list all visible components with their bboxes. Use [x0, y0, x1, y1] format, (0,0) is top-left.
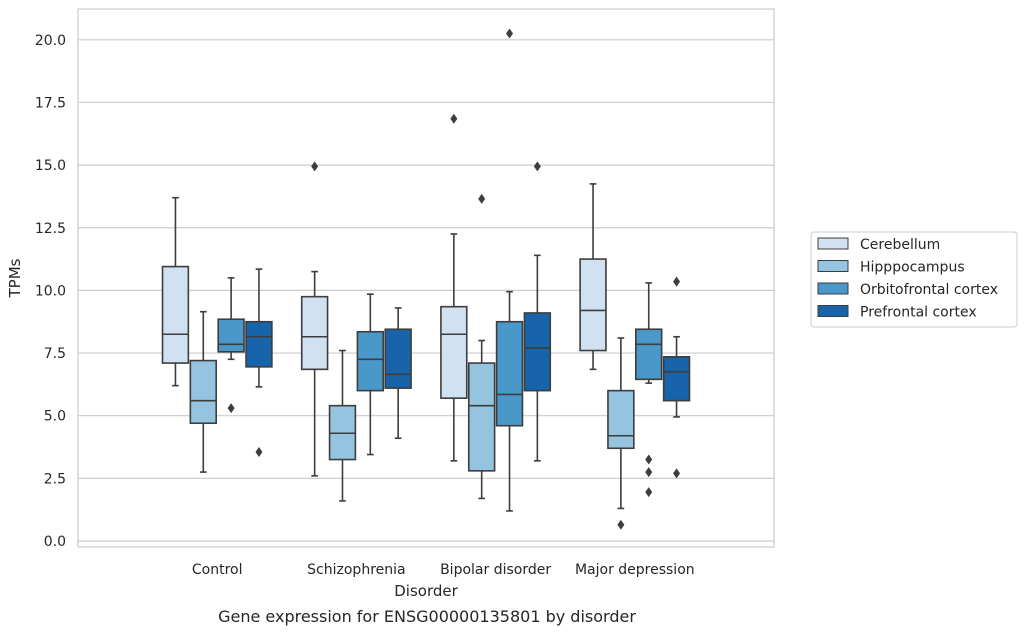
iqr-box: [607, 389, 635, 450]
legend-label: Prefrontal cortex: [860, 305, 977, 321]
outlier-point: [533, 161, 541, 172]
iqr-box: [634, 328, 663, 381]
iqr-box: [217, 318, 245, 353]
x-tick-label: Control: [192, 562, 243, 578]
box-cerebellum: [300, 161, 329, 477]
outlier-point: [645, 467, 653, 478]
box-cerebellum: [440, 113, 468, 462]
outlier-point: [645, 454, 653, 465]
box-orbitofrontal-cortex: [217, 277, 245, 414]
box-prefrontal-cortex: [662, 276, 691, 479]
legend-swatch: [817, 305, 849, 317]
legend-swatch: [817, 237, 849, 250]
iqr-box: [579, 258, 607, 352]
iqr-box: [245, 320, 273, 368]
y-tick-label: 5.0: [44, 409, 66, 425]
box-groups: [161, 28, 691, 530]
iqr-box: [523, 312, 552, 392]
iqr-box: [384, 328, 412, 389]
box-orbitofrontal-cortex: [634, 282, 663, 498]
box-hipppocampus: [467, 193, 496, 500]
y-tick-label: 2.5: [44, 471, 66, 487]
iqr-box: [495, 320, 524, 427]
x-tick-label: Bipolar disorder: [440, 562, 551, 578]
y-tick-label: 12.5: [35, 221, 66, 237]
iqr-box: [467, 362, 496, 472]
outlier-point: [311, 161, 319, 172]
legend-label: Orbitofrontal cortex: [860, 282, 998, 298]
iqr-box: [189, 359, 218, 425]
x-tick-labels: Control Schizophrenia Bipolar disorder Majo…: [192, 562, 695, 578]
outlier-point: [255, 447, 263, 458]
legend-swatch: [817, 260, 849, 272]
box-hipppocampus: [189, 310, 218, 473]
plot-area: [78, 9, 774, 547]
iqr-box: [356, 330, 385, 392]
outlier-point: [506, 28, 514, 39]
legend: Cerebellum Hipppocampus Orbitofrontal cort…: [810, 231, 1018, 328]
y-tick-label: 20.0: [35, 33, 66, 49]
x-tick-label: Schizophrenia: [307, 562, 405, 578]
y-tick-label: 0.0: [44, 534, 66, 550]
x-tick-label: Major depression: [575, 562, 695, 578]
box-orbitofrontal-cortex: [495, 28, 524, 512]
box-orbitofrontal-cortex: [356, 293, 385, 456]
outlier-point: [673, 468, 681, 479]
box-prefrontal-cortex: [523, 161, 552, 462]
iqr-box: [662, 356, 691, 402]
outlier-point: [450, 113, 458, 124]
y-tick-label: 10.0: [35, 283, 66, 299]
plot-frame: [77, 8, 775, 548]
box-cerebellum: [579, 183, 607, 371]
x-axis-label: Disorder: [394, 582, 458, 600]
legend-label: Hipppocampus: [860, 260, 965, 276]
iqr-box: [161, 265, 190, 364]
box-prefrontal-cortex: [245, 268, 273, 458]
outlier-point: [227, 403, 235, 414]
iqr-box: [300, 295, 329, 371]
outlier-point: [478, 193, 486, 204]
y-axis-label: TPMs: [6, 258, 24, 298]
y-tick-labels: 0.0 2.5 5.0 7.5 10.0 12.5 15.0 17.5 20.0: [35, 33, 66, 550]
outlier-point: [673, 276, 681, 287]
legend-swatch: [817, 282, 849, 295]
box-cerebellum: [161, 196, 190, 387]
legend-frame: [810, 231, 1018, 328]
box-hipppocampus: [328, 349, 357, 502]
outlier-point: [617, 519, 625, 530]
outlier-point: [645, 487, 653, 498]
y-tick-label: 15.0: [35, 158, 66, 174]
legend-label: Cerebellum: [860, 237, 940, 253]
box-prefrontal-cortex: [384, 307, 412, 440]
box-hipppocampus: [607, 337, 635, 530]
iqr-box: [440, 305, 468, 399]
y-tick-label: 17.5: [35, 95, 66, 111]
chart-caption: Gene expression for ENSG00000135801 by d…: [218, 607, 636, 626]
y-tick-label: 7.5: [44, 346, 66, 362]
